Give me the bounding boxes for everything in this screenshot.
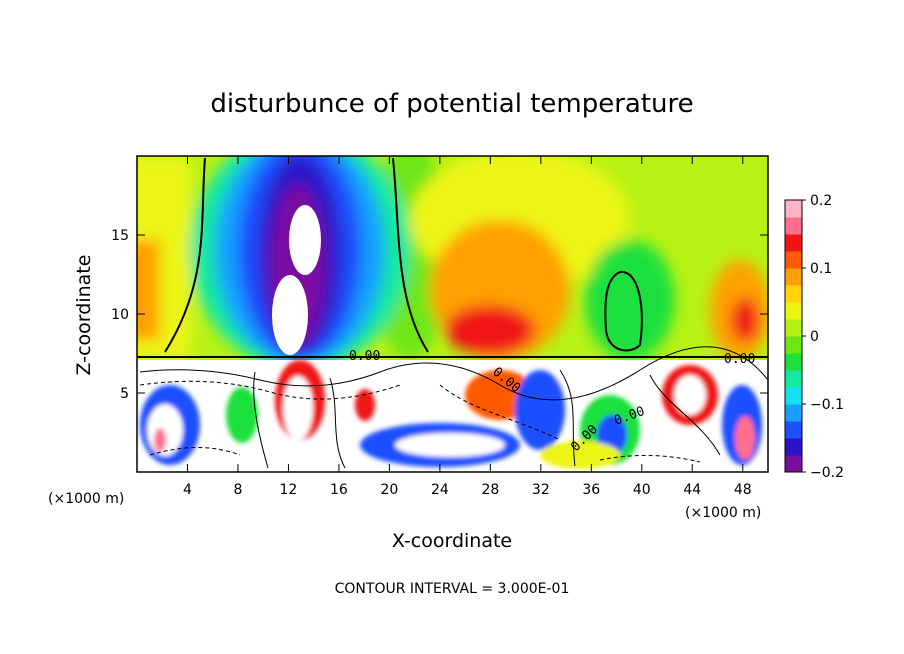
colorbar-swatch [785,302,802,320]
lower-blob [540,441,620,469]
x-tick-label: 24 [431,482,449,498]
lower-blob [355,389,375,421]
x-unit-label: (×1000 m) [48,491,124,507]
lower-blob [515,370,565,450]
contour-line [139,346,768,401]
colorbar-label: −0.1 [810,397,844,413]
x-axis-title: X-coordinate [392,530,512,552]
x-tick-label: 28 [481,482,499,498]
colorbar: 0.2 0.1 0 −0.1 −0.2 [784,193,844,481]
contour-line [439,384,561,441]
x-tick-label: 48 [734,482,752,498]
lower-blob [395,433,505,457]
y-tick-label: 15 [111,228,129,244]
x-axis: 4 8 12 16 20 24 28 32 36 40 44 48 [183,156,752,498]
contour-zero-center [392,157,429,353]
lower-contours [139,346,768,469]
colorbar-swatch [785,370,802,388]
x-tick-label: 16 [330,482,348,498]
colorbar-label: 0 [810,329,819,345]
contour-line [149,447,241,456]
x-tick-label: 40 [633,482,651,498]
colorbar-swatch [785,217,802,235]
x-tick-label: 8 [233,482,242,498]
chart-title: disturbunce of potential temperature [210,89,693,119]
lower-blob [226,387,258,443]
x-tick-label: 4 [183,482,192,498]
field-white-cell-lower [272,275,308,355]
colorbar-swatch [785,285,802,303]
colorbar-swatch [785,234,802,252]
contour-line [253,371,269,469]
colorbar-swatch [785,387,802,405]
lower-field [137,346,768,472]
y-tick-label: 10 [111,307,129,323]
field-left-orange [137,240,160,340]
colorbar-swatch [785,319,802,337]
colorbar-label: 0.1 [810,261,832,277]
x-tick-label: 20 [380,482,398,498]
contour-line [649,374,721,456]
contour-line [599,454,701,463]
x-tick-label: 36 [582,482,600,498]
y-axis-title: Z-coordinate [73,255,95,376]
colorbar-swatch [785,438,802,456]
contour-zero-left [164,157,206,353]
field-edge-red [731,298,759,342]
lower-blob [674,375,706,415]
colorbar-swatch [785,336,802,354]
colorbar-swatch [785,421,802,439]
plot-area [137,156,768,472]
contour-interval-note: CONTOUR INTERVAL = 3.000E-01 [335,581,570,597]
y-tick-label: 5 [120,386,129,402]
x-tick-label: 32 [532,482,550,498]
lower-blob [735,416,755,460]
field-right-red [445,305,535,355]
field-white-cell-upper [289,205,321,275]
x-tick-label: 12 [280,482,298,498]
colorbar-swatch [785,455,802,473]
field-green-cell [585,240,675,360]
colorbar-label: 0.2 [810,193,832,209]
lower-blob [283,376,313,440]
contour-line [559,369,576,467]
y-axis: 5 10 15 [111,228,768,402]
x-tick-label: 44 [683,482,701,498]
x-unit-label-right: (×1000 m) [685,505,761,521]
upper-field [137,156,768,370]
colorbar-swatch [785,404,802,422]
colorbar-swatch [785,251,802,269]
contour-label: 0.00 [724,352,755,367]
contour-line [139,380,401,400]
contour-zero-cell [604,270,643,352]
lower-blob [147,404,183,456]
lower-blob [154,428,166,452]
colorbar-swatch [785,353,802,371]
colorbar-swatch [785,268,802,286]
contour-line [329,377,346,469]
colorbar-label: −0.2 [810,465,844,481]
contour-label: 0.00 [349,349,380,364]
colorbar-swatch [785,200,802,218]
